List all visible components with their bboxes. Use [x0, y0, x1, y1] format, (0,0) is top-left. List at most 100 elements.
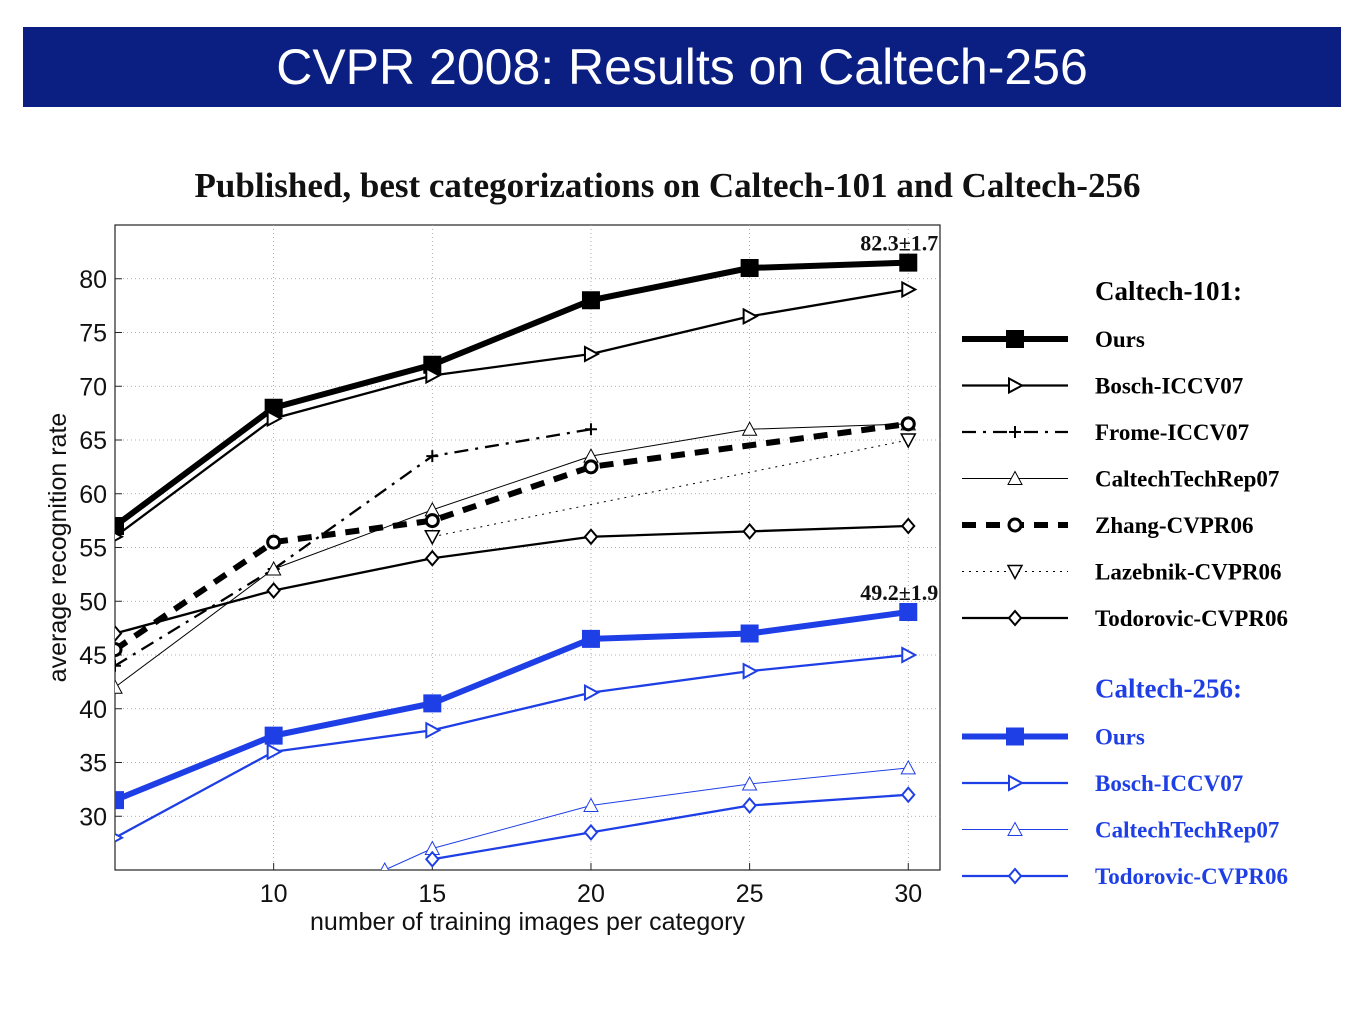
legend-marker — [1006, 330, 1024, 348]
y-tick-label: 55 — [79, 535, 107, 563]
data-point — [424, 530, 441, 546]
legend-item: Frome-ICCV07 — [962, 420, 1249, 445]
legend-marker — [1006, 564, 1024, 581]
data-point — [583, 797, 599, 812]
data-point — [899, 603, 918, 621]
x-axis-label: number of training images per category — [310, 908, 745, 936]
data-point — [426, 450, 439, 463]
data-point — [900, 433, 917, 449]
legend-item: Zhang-CVPR06 — [962, 513, 1253, 538]
data-point — [899, 253, 918, 272]
legend-item: Bosch-ICCV07 — [962, 771, 1243, 796]
data-point — [741, 421, 758, 436]
data-point — [583, 459, 599, 475]
x-tick-label: 30 — [894, 880, 922, 908]
data-point — [742, 522, 757, 540]
data-point — [742, 796, 757, 815]
legend-marker — [1007, 867, 1023, 885]
series-3-caltechtechrep07 — [115, 415, 917, 694]
x-tick-label: 25 — [736, 880, 764, 908]
legend-group-title: Caltech-101: — [1095, 276, 1242, 306]
series-layer — [115, 253, 918, 870]
legend-item: Lazebnik-CVPR06 — [962, 560, 1282, 585]
legend-marker — [1007, 821, 1023, 836]
slide-title-banner: CVPR 2008: Results on Caltech-256 — [23, 27, 1341, 107]
data-point — [742, 662, 759, 680]
series-line — [115, 420, 909, 653]
legend-item: Todorovic-CVPR06 — [962, 864, 1288, 889]
y-axis-label: average recognition rate — [44, 413, 72, 683]
y-tick-label: 60 — [79, 481, 107, 509]
data-point — [115, 531, 125, 542]
data-point — [900, 416, 916, 432]
series-line — [115, 524, 909, 635]
y-tick-label: 65 — [79, 427, 107, 455]
legend-marker — [1008, 376, 1025, 395]
data-point — [115, 679, 123, 694]
data-point — [380, 861, 390, 870]
data-point — [115, 642, 123, 658]
y-tick-label: 45 — [79, 642, 107, 670]
x-tick-label: 20 — [577, 880, 605, 908]
legend-label: Bosch-ICCV07 — [1095, 771, 1243, 796]
legend-label: Frome-ICCV07 — [1095, 420, 1249, 445]
legend-marker — [1007, 609, 1023, 627]
slide-title: CVPR 2008: Results on Caltech-256 — [276, 39, 1088, 95]
data-point — [583, 823, 599, 841]
series-line — [115, 428, 592, 667]
legend-label: Ours — [1095, 725, 1145, 750]
legend-label: Lazebnik-CVPR06 — [1095, 560, 1282, 585]
y-tick-label: 30 — [79, 803, 107, 831]
series-4-zhang-cvpr06 — [115, 416, 916, 658]
series-line — [115, 609, 909, 803]
data-point — [266, 534, 282, 550]
data-point — [115, 624, 123, 643]
legend-marker — [1009, 426, 1021, 438]
data-point — [265, 560, 282, 576]
y-tick-label: 40 — [79, 696, 107, 724]
data-point — [900, 759, 917, 775]
data-point — [900, 786, 916, 804]
data-point — [581, 291, 600, 310]
annotation-label: 82.3±1.7 — [860, 231, 938, 256]
data-point — [584, 423, 597, 436]
data-point — [900, 517, 916, 535]
series-line — [432, 793, 909, 861]
legend-item: CaltechTechRep07 — [962, 467, 1279, 492]
chart-title: Published, best categorizations on Calte… — [194, 166, 1141, 205]
series-9-caltechtechrep07 — [380, 759, 917, 870]
data-point — [115, 832, 125, 843]
series-line — [115, 653, 909, 839]
data-point — [583, 528, 599, 546]
series-8-bosch-iccv07 — [115, 646, 918, 843]
legend-marker — [1008, 774, 1025, 792]
y-tick-label: 70 — [79, 373, 107, 401]
data-point — [740, 624, 759, 643]
legend-label: Todorovic-CVPR06 — [1095, 606, 1288, 631]
legend-item: Todorovic-CVPR06 — [962, 606, 1288, 631]
legend: Caltech-101: Ours Bosch-ICCV07 Frome-ICCV07… — [962, 276, 1288, 889]
series-6-todorovic-cvpr06 — [115, 517, 916, 643]
data-point — [581, 629, 600, 648]
data-point — [740, 259, 759, 277]
data-point — [115, 659, 121, 672]
series-7-ours — [115, 603, 918, 810]
data-point — [266, 743, 283, 761]
data-point — [583, 345, 601, 363]
x-tick-label: 15 — [418, 880, 446, 908]
legend-label: Ours — [1095, 327, 1145, 352]
y-tick-label: 80 — [79, 266, 107, 294]
data-point — [264, 726, 283, 745]
data-point — [424, 549, 440, 567]
legend-label: Zhang-CVPR06 — [1095, 513, 1253, 538]
data-point — [741, 775, 758, 791]
legend-group-title: Caltech-256: — [1095, 674, 1242, 704]
data-point — [423, 694, 442, 713]
legend-item: Ours — [962, 725, 1145, 750]
data-point — [424, 850, 440, 868]
legend-marker — [1007, 517, 1023, 533]
y-tick-label: 35 — [79, 750, 107, 778]
legend-item: CaltechTechRep07 — [962, 818, 1279, 843]
data-point — [742, 307, 759, 326]
